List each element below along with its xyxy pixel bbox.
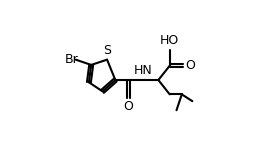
Text: O: O [124, 100, 134, 113]
Text: O: O [185, 59, 195, 72]
Text: HO: HO [160, 34, 179, 47]
Text: S: S [103, 44, 111, 57]
Text: HN: HN [134, 64, 153, 77]
Text: Br: Br [65, 53, 78, 66]
